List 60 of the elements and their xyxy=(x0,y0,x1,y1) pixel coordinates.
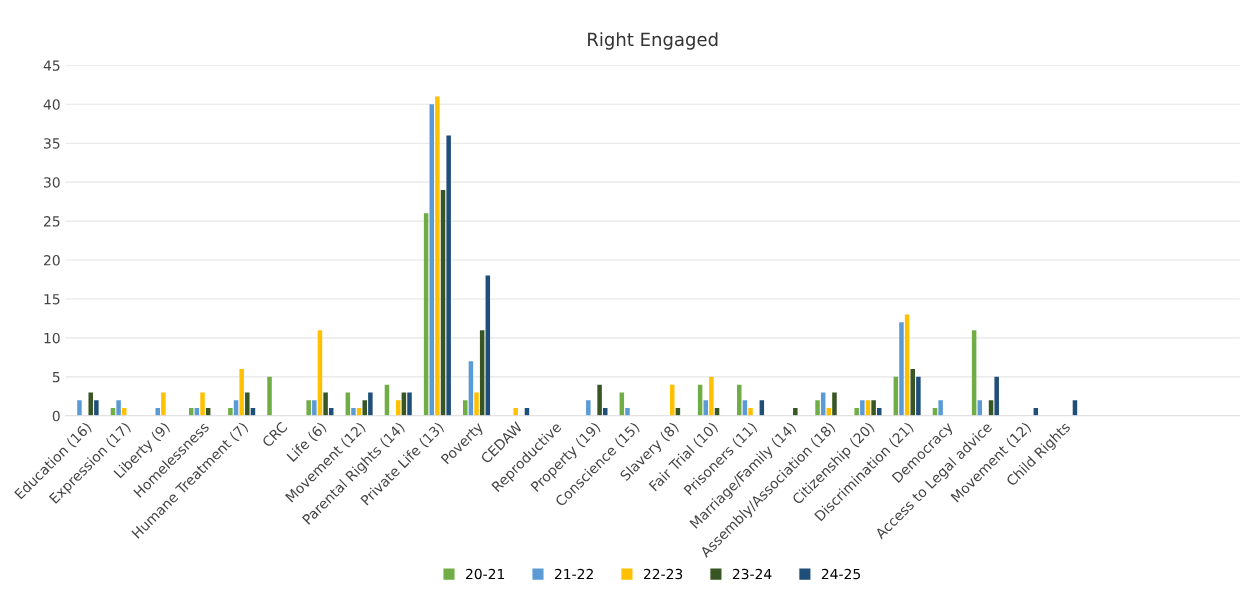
bar xyxy=(429,104,435,416)
bar xyxy=(586,400,591,416)
y-tick-label: 10 xyxy=(44,332,60,344)
bar xyxy=(161,392,166,416)
y-tick-label: 45 xyxy=(43,60,60,71)
bar xyxy=(463,400,468,416)
bar xyxy=(312,400,317,416)
legend-label: 23-24 xyxy=(732,568,772,580)
legend-label: 21-22 xyxy=(554,568,593,580)
bar xyxy=(994,376,999,416)
bar xyxy=(474,392,479,416)
bar xyxy=(362,400,367,416)
bar xyxy=(854,408,859,416)
y-tick-label: 5 xyxy=(52,372,60,383)
bar xyxy=(871,400,876,416)
bar xyxy=(916,376,921,416)
bar xyxy=(625,408,630,416)
bar xyxy=(267,376,272,416)
bar xyxy=(876,408,882,416)
y-tick-label: 30 xyxy=(44,177,60,188)
y-tick-label: 15 xyxy=(44,294,60,305)
bar xyxy=(446,135,451,416)
bar xyxy=(116,400,121,416)
bar xyxy=(748,408,753,416)
bar xyxy=(513,408,518,416)
bar xyxy=(245,392,250,416)
bar xyxy=(88,392,93,416)
chart-title: Right Engaged xyxy=(588,32,718,50)
bar xyxy=(860,400,865,416)
bar xyxy=(435,96,440,416)
bar xyxy=(832,392,837,416)
bar xyxy=(670,384,675,416)
bar xyxy=(899,322,904,416)
bar xyxy=(793,408,798,416)
bar xyxy=(306,400,311,416)
bar xyxy=(737,384,742,416)
bar xyxy=(77,400,82,416)
bar xyxy=(709,376,714,416)
bar xyxy=(910,369,916,416)
legend-label: 24-25 xyxy=(821,568,860,580)
legend-label: 22-23 xyxy=(643,568,683,580)
bar xyxy=(323,392,328,416)
bar xyxy=(239,369,244,416)
y-tick-label: 20 xyxy=(44,255,60,266)
bar xyxy=(155,408,160,416)
bar xyxy=(815,400,820,416)
y-tick-label: 40 xyxy=(43,99,60,110)
bar xyxy=(189,408,194,416)
bar xyxy=(938,400,943,416)
bar xyxy=(407,392,412,416)
legend-label: 20-21 xyxy=(466,568,505,580)
y-tick-label: 35 xyxy=(44,138,60,149)
bar xyxy=(200,392,205,416)
bar xyxy=(597,384,602,416)
bar xyxy=(94,400,99,416)
y-tick-label: 0 xyxy=(52,410,60,422)
y-tick-label: 25 xyxy=(44,216,60,227)
bar xyxy=(351,408,356,416)
bar xyxy=(368,392,373,416)
bar xyxy=(228,408,233,416)
